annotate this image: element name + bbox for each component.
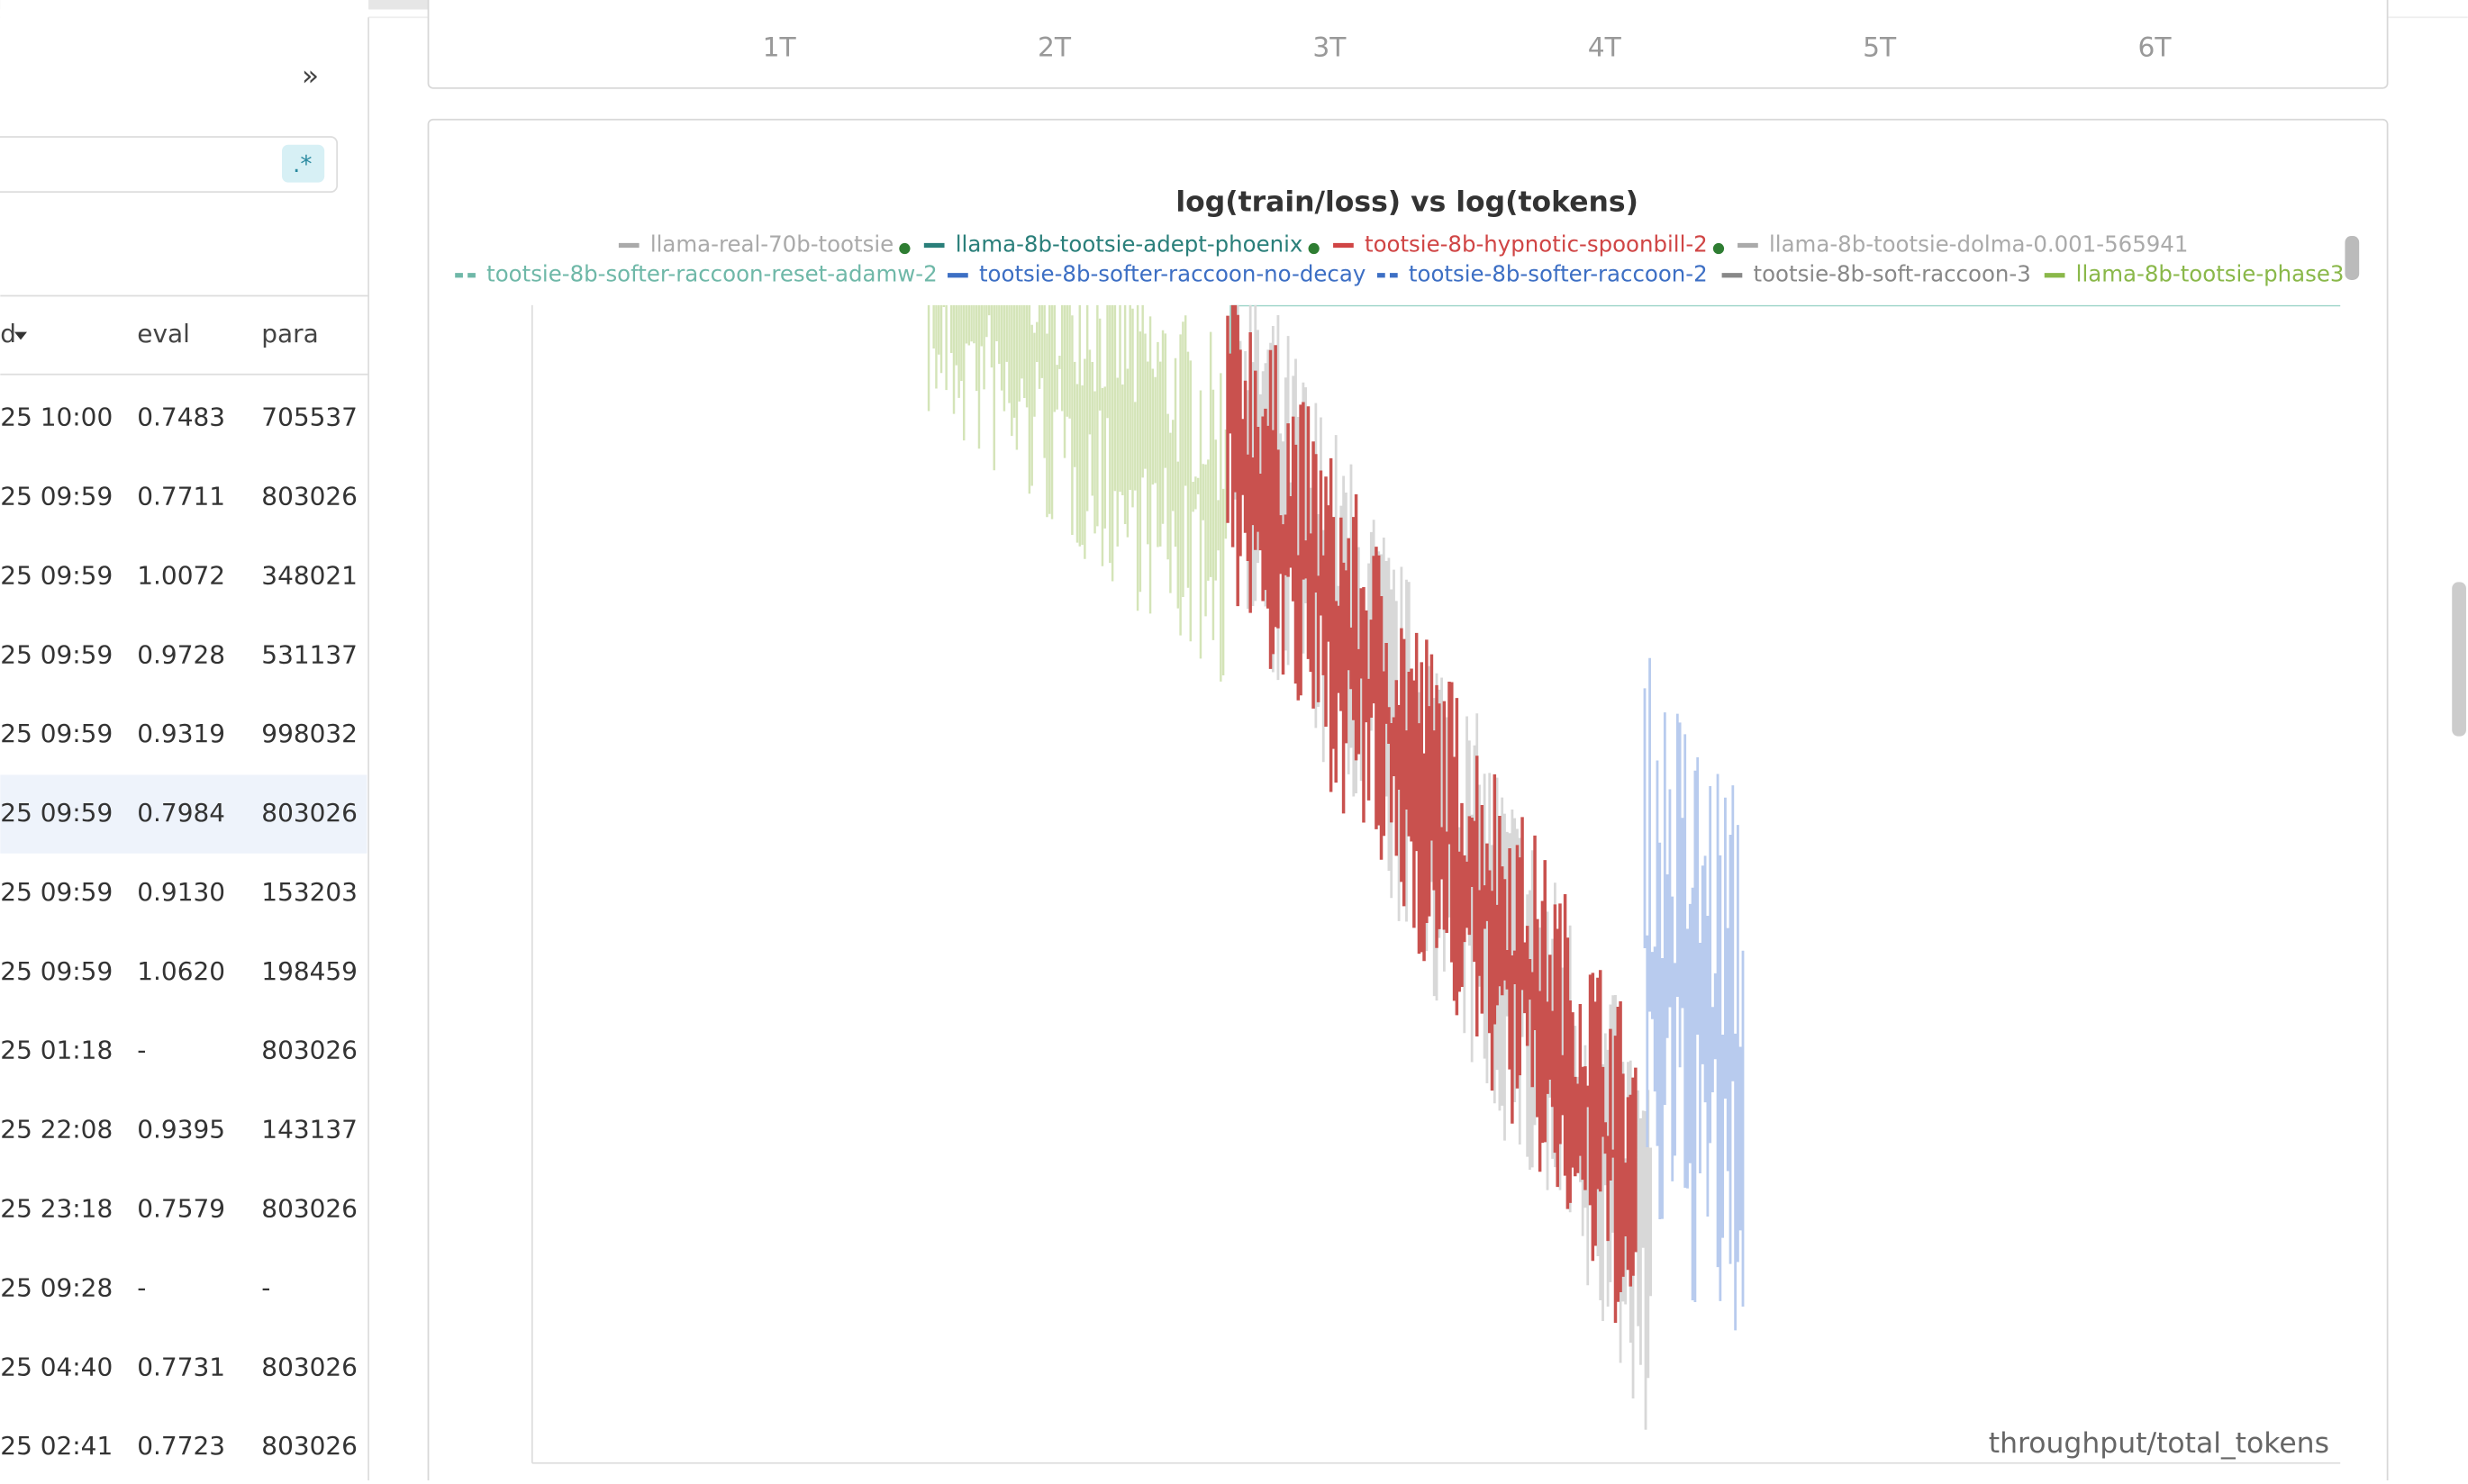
table-cell: 198459 [261,956,358,986]
table-cell: 25 22:08 [0,1115,113,1145]
table-cell: 803026 [261,1036,358,1065]
sidebar [0,0,369,1480]
page-scrollbar[interactable] [2452,582,2466,737]
table-cell: 25 01:18 [0,1036,113,1065]
table-cell: 0.91305 [137,877,241,907]
table-cell: - [137,1272,146,1302]
legend-label: tootsie-8b-softer-raccoon-reset-adamw-2 [486,261,938,287]
top-panel [427,0,2389,89]
table-cell: 1.06202 [137,956,241,986]
table-cell: 25 09:59 [0,956,113,986]
table-cell: 25 02:41 [0,1431,113,1461]
x-axis-label: throughput/total_tokens [1989,1427,2329,1460]
search-input[interactable] [0,136,339,194]
collapse-button[interactable]: » [302,60,319,93]
row-highlight [0,774,367,854]
x-tick-label: 5T [1863,32,1897,64]
table-cell: 803026 [261,1194,358,1224]
x-tick-label: 1T [763,32,797,64]
table-cell: 1.00725 [137,560,241,590]
column-header: para [261,319,318,348]
table-cell: 25 09:59 [0,877,113,907]
table-cell: 0.77318 [137,1352,241,1381]
legend-label: llama-8b-tootsie-dolma-0.001-565941 [1769,231,2188,258]
table-cell: 705537 [261,403,358,432]
legend-label: llama-8b-tootsie-phase3 [2076,261,2345,287]
table-cell: 0.79847 [137,798,241,828]
table-cell: 803026 [261,1352,358,1381]
table-cell: 25 04:40 [0,1352,113,1381]
chart-title: log(train/loss) vs log(tokens) [1175,186,1638,218]
table-cell: 143137 [261,1115,358,1145]
plot-lines [927,304,2341,1430]
table-cell: 0.93951 [137,1115,241,1145]
column-header: eval [137,319,190,348]
x-tick-label: 3T [1312,32,1347,64]
table-cell: 0.97288 [137,639,241,669]
table-cell: 25 09:59 [0,719,113,748]
table-cell: 348021 [261,560,358,590]
table-cell: - [137,1036,146,1065]
legend-dot [1712,242,1725,255]
noise-band [927,304,1228,682]
column-header: d [0,319,16,348]
table-cell: 0.74837 [137,403,241,432]
x-tick-label: 6T [2138,32,2173,64]
table-cell: 531137 [261,639,358,669]
regex-toggle[interactable] [282,144,325,183]
legend-label: llama-8b-tootsie-adept-phoenix [956,231,1303,258]
table-cell: 803026 [261,1431,358,1461]
legend-label: tootsie-8b-softer-raccoon-no-decay [979,261,1366,287]
table-cell: 803026 [261,482,358,511]
table-cell: 25 09:59 [0,560,113,590]
table-cell: 0.77238 [137,1431,241,1461]
table-cell: - [261,1272,270,1302]
table-cell: 0.77118 [137,482,241,511]
regex-badge: .* [293,151,312,178]
table-cell: 25 10:00 [0,403,113,432]
table-cell: 25 09:59 [0,798,113,828]
legend-label: llama-real-70b-tootsie [650,231,894,258]
sort-caret[interactable] [14,331,27,340]
legend-label: tootsie-8b-hypnotic-spoonbill-2 [1365,231,1708,258]
table-cell: 0.93194 [137,719,241,748]
legend-dot [899,242,911,255]
x-tick-label: 2T [1038,32,1072,64]
table-cell: 25 09:59 [0,639,113,669]
table-cell: 153203 [261,877,358,907]
table-cell: 998032 [261,719,358,748]
table-cell: 0.75791 [137,1194,241,1224]
table-cell: 25 09:28 [0,1272,113,1302]
noise-band [1643,657,1745,1331]
noise-band [1226,304,1638,1323]
legend-label: tootsie-8b-soft-raccoon-3 [1754,261,2031,287]
table-cell: 25 09:59 [0,482,113,511]
x-tick-label: 4T [1588,32,1622,64]
table-cell: 803026 [261,798,358,828]
legend-label: tootsie-8b-softer-raccoon-2 [1409,261,1708,287]
table-cell: 25 23:18 [0,1194,113,1224]
legend-dot [1308,242,1320,255]
legend-scroll[interactable] [2345,236,2360,280]
